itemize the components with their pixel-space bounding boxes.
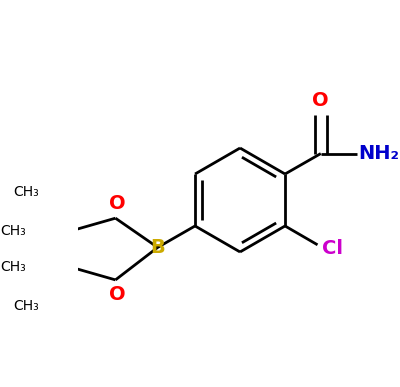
Text: CH₃: CH₃ (13, 299, 39, 313)
Text: CH₃: CH₃ (13, 185, 39, 199)
Text: O: O (109, 285, 126, 304)
Text: B: B (150, 238, 165, 257)
Text: NH₂: NH₂ (358, 144, 399, 163)
Text: O: O (109, 194, 126, 213)
Text: CH₃: CH₃ (0, 260, 26, 274)
Text: O: O (312, 91, 329, 110)
Text: Cl: Cl (322, 238, 343, 258)
Text: CH₃: CH₃ (0, 224, 26, 238)
